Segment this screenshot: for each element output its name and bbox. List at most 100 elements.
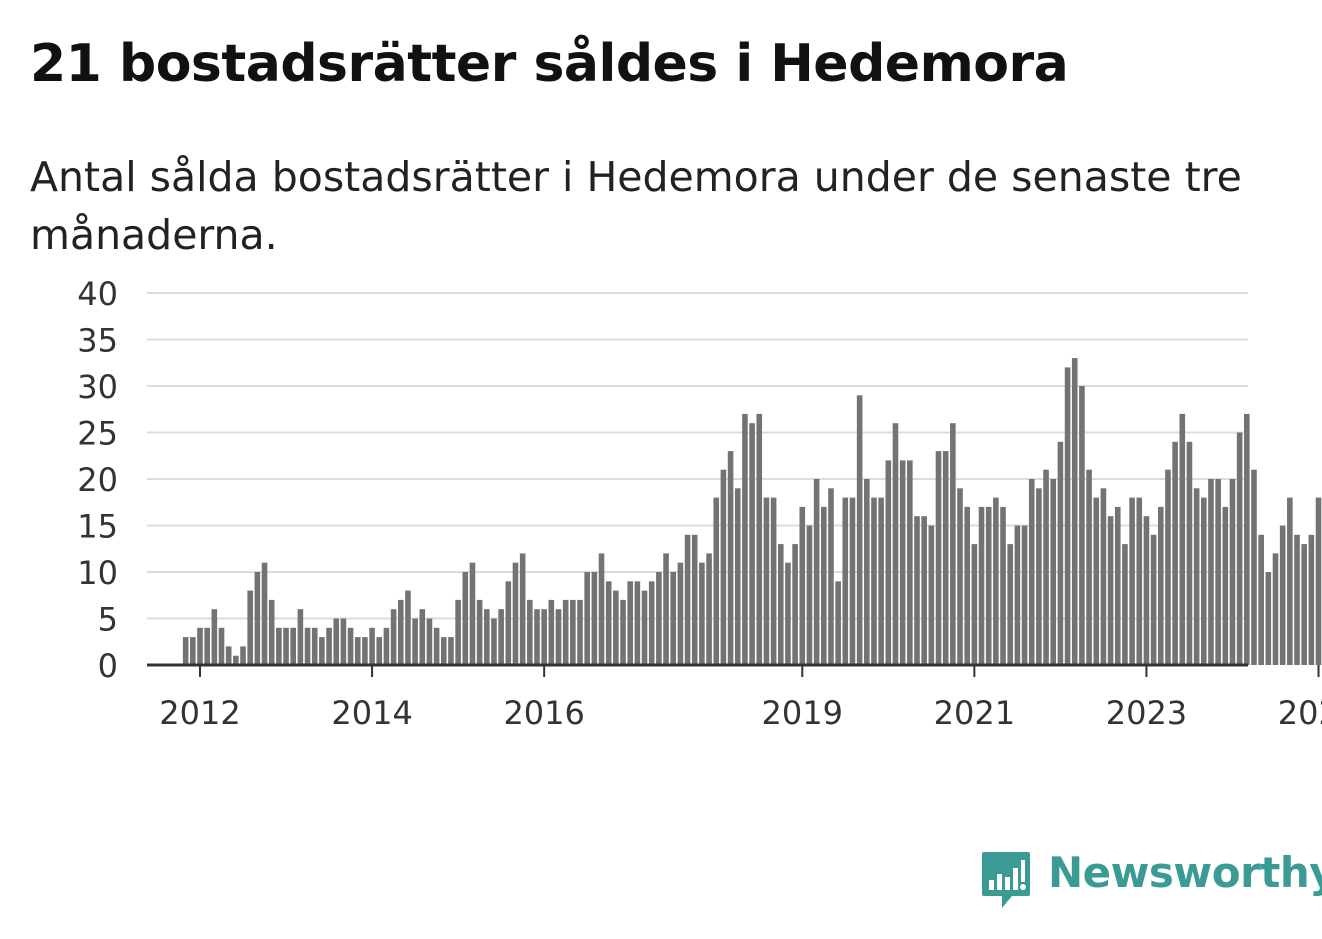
bar [914, 516, 920, 665]
bar [347, 627, 354, 665]
bar [849, 497, 856, 665]
bar [225, 646, 232, 665]
bar [971, 544, 978, 665]
bar [333, 618, 340, 665]
bar [871, 497, 877, 665]
axes [147, 663, 1320, 677]
bar [527, 599, 533, 665]
bar [792, 544, 798, 665]
bar [1000, 506, 1006, 665]
bar [505, 581, 512, 665]
bar [426, 618, 433, 665]
bar [433, 627, 440, 665]
bar [297, 609, 304, 665]
bar [233, 655, 239, 665]
bar [648, 581, 655, 665]
bar [691, 534, 698, 665]
bar [734, 488, 741, 665]
bar [713, 497, 720, 665]
bar [1136, 497, 1143, 665]
bar [627, 581, 633, 665]
bar [1100, 488, 1107, 665]
bar [182, 637, 189, 665]
bar [476, 599, 483, 665]
bar [218, 627, 225, 665]
bar [1057, 441, 1064, 665]
bar [1236, 432, 1243, 665]
bar [247, 590, 253, 665]
bar [1294, 534, 1300, 665]
bar [261, 562, 268, 665]
bar [1229, 479, 1236, 665]
bar [828, 488, 834, 665]
bar [519, 553, 526, 665]
gridlines [147, 292, 1248, 620]
bar [684, 534, 691, 665]
bar [727, 451, 734, 665]
bar [555, 609, 562, 665]
bar [749, 423, 755, 665]
bar [340, 618, 347, 665]
bar [813, 479, 820, 665]
bar [304, 627, 311, 665]
bar [1315, 497, 1322, 665]
bar [878, 497, 884, 665]
bar [548, 599, 555, 665]
bar [1050, 479, 1057, 665]
bar [469, 562, 476, 665]
bar [1071, 358, 1078, 665]
bar [570, 599, 576, 665]
bar [376, 637, 383, 665]
bar [641, 590, 648, 665]
bar [706, 553, 712, 665]
bar [326, 627, 332, 665]
bar [756, 413, 763, 665]
bar [1028, 479, 1035, 665]
bar [354, 637, 361, 665]
bar [541, 609, 547, 665]
bar [835, 581, 841, 665]
bar [634, 581, 641, 665]
bar [311, 627, 318, 665]
bar [605, 581, 612, 665]
bar [907, 460, 913, 665]
bar [1064, 367, 1071, 665]
bar [211, 609, 218, 665]
x-tick-label-2014: 2014 [331, 694, 412, 732]
bar [1007, 544, 1014, 665]
bar [1272, 553, 1279, 665]
bar [254, 572, 261, 665]
newsworthy-icon [982, 852, 1030, 908]
bar [190, 637, 196, 665]
bar [268, 599, 275, 665]
x-tick-label-2021: 2021 [934, 694, 1015, 732]
bar [1287, 497, 1293, 665]
bar [584, 572, 590, 665]
bar [763, 497, 770, 665]
bar [204, 627, 210, 665]
bar [1193, 488, 1200, 665]
bar [613, 590, 619, 665]
bar [1093, 497, 1100, 665]
bar [240, 646, 246, 665]
bar [491, 618, 497, 665]
bar [369, 627, 375, 665]
bar [699, 562, 705, 665]
bar [1122, 544, 1128, 665]
bar [598, 553, 605, 665]
bar [1021, 525, 1028, 665]
bar [319, 637, 325, 665]
bar [512, 562, 519, 665]
bar [197, 627, 203, 665]
bar [290, 627, 297, 665]
bar [498, 609, 504, 665]
bar [720, 469, 727, 665]
bar [390, 609, 397, 665]
bar [620, 599, 626, 665]
bar [419, 609, 426, 665]
bar [777, 544, 784, 665]
bar [1079, 386, 1085, 665]
bar [1043, 469, 1049, 665]
bar [562, 599, 569, 665]
